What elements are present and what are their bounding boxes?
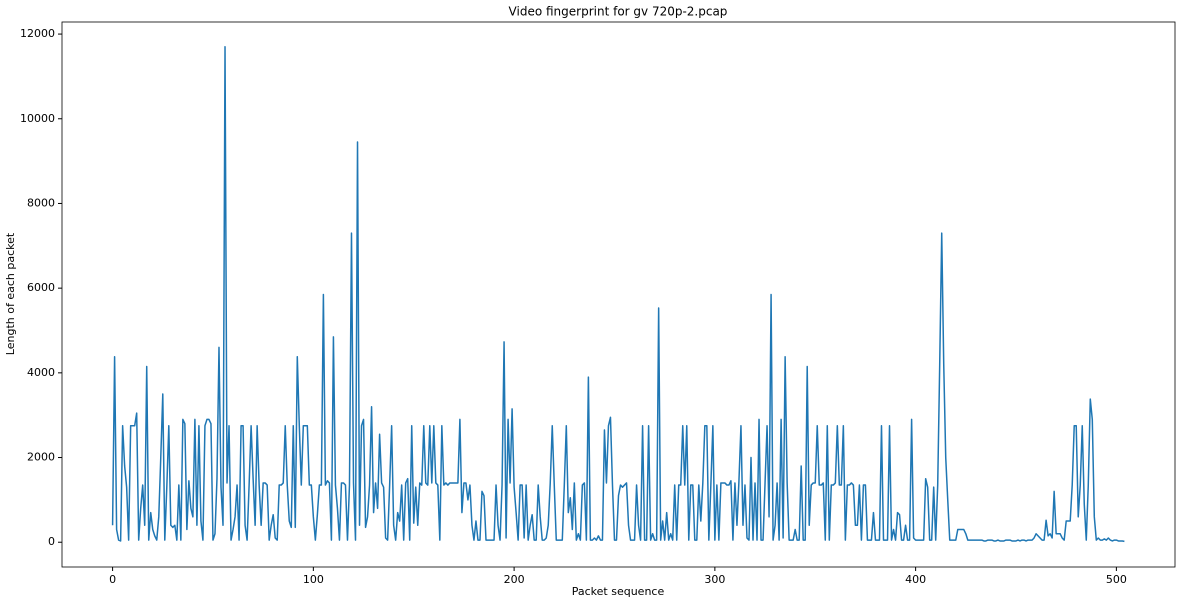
- y-tick-label: 4000: [27, 366, 55, 379]
- x-tick-label: 0: [109, 573, 116, 586]
- chart-title: Video fingerprint for gv 720p-2.pcap: [509, 5, 728, 19]
- x-tick-label: 400: [905, 573, 926, 586]
- x-tick-label: 500: [1106, 573, 1127, 586]
- x-axis-label: Packet sequence: [572, 585, 665, 598]
- line-series: [111, 46, 1125, 543]
- plot-frame: [61, 21, 1176, 568]
- y-tick-label: 12000: [20, 27, 55, 40]
- x-tick-label: 200: [504, 573, 525, 586]
- y-axis-label: Length of each packet: [4, 232, 17, 355]
- x-tick-label: 100: [303, 573, 324, 586]
- y-tick-label: 0: [48, 535, 55, 548]
- y-tick-label: 6000: [27, 281, 55, 294]
- y-tick-label: 2000: [27, 451, 55, 464]
- x-tick-label: 300: [704, 573, 725, 586]
- y-tick-label: 10000: [20, 112, 55, 125]
- y-tick-label: 8000: [27, 196, 55, 209]
